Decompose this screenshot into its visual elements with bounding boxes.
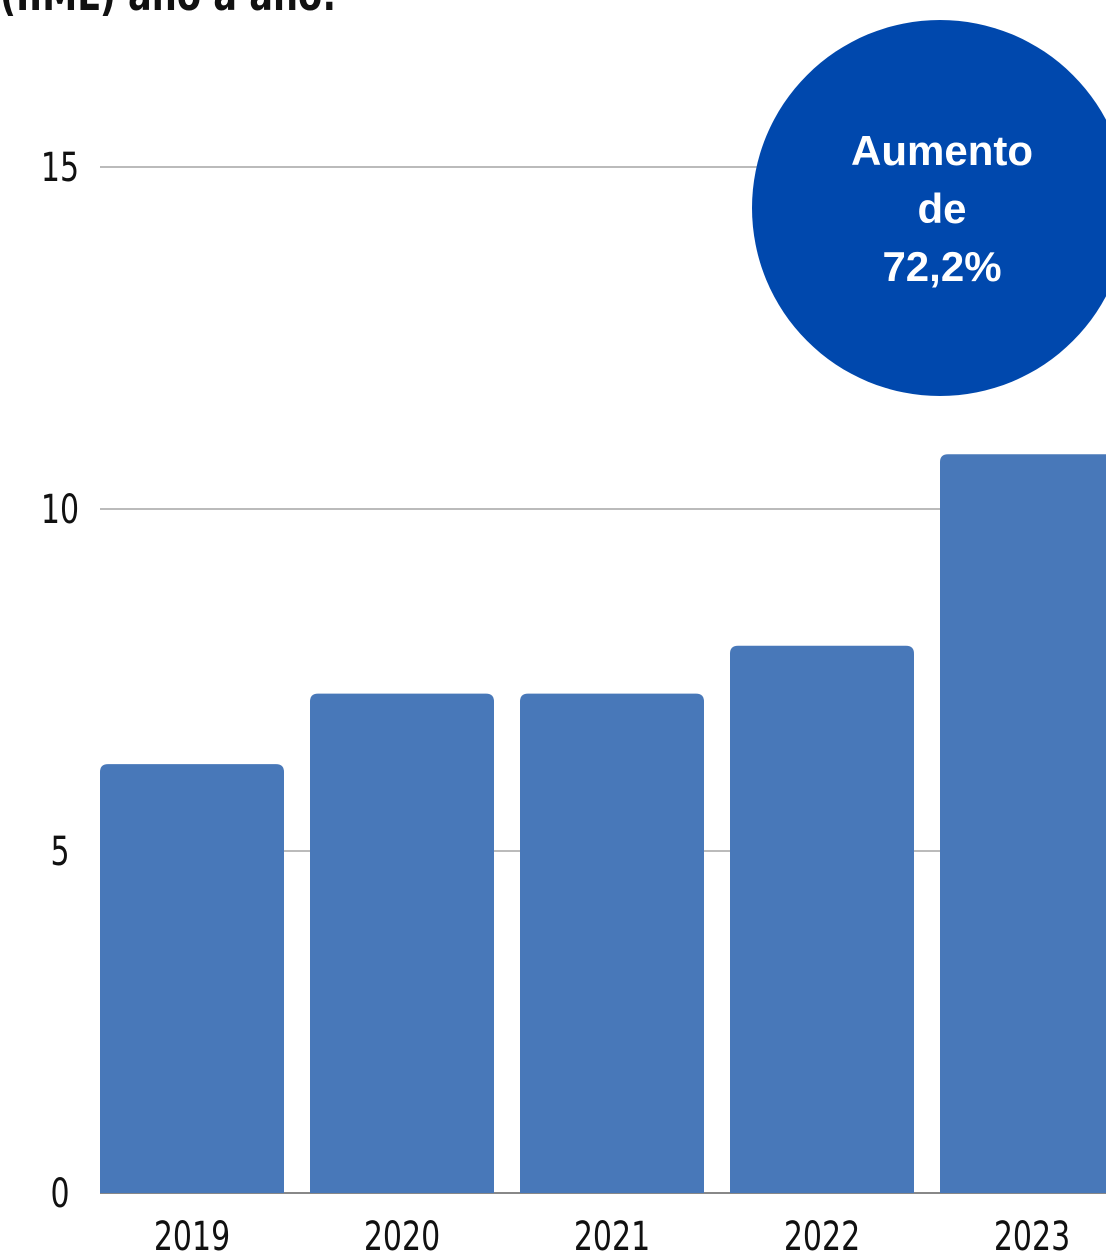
annotation-text: 72,2% — [882, 243, 1001, 290]
x-tick-label: 2022 — [784, 1214, 860, 1254]
y-tick-label: 15 — [41, 145, 79, 191]
x-tick-label: 2020 — [364, 1214, 440, 1254]
bar — [100, 764, 284, 1193]
bar — [520, 693, 704, 1193]
y-tick-label: 0 — [50, 1171, 69, 1217]
bar — [940, 454, 1106, 1193]
x-tick-label: 2023 — [994, 1214, 1070, 1254]
annotation-text: Aumento — [851, 127, 1033, 174]
y-tick-label: 10 — [41, 487, 79, 533]
y-tick-label: 5 — [50, 829, 69, 875]
x-tick-label: 2019 — [154, 1214, 230, 1254]
annotation-bubble — [752, 20, 1106, 396]
bar — [310, 693, 494, 1193]
bar — [730, 645, 914, 1193]
annotation-text: de — [917, 185, 966, 232]
x-tick-label: 2021 — [574, 1214, 650, 1254]
chart-title: (IIML) ano a ano: — [0, 0, 336, 21]
